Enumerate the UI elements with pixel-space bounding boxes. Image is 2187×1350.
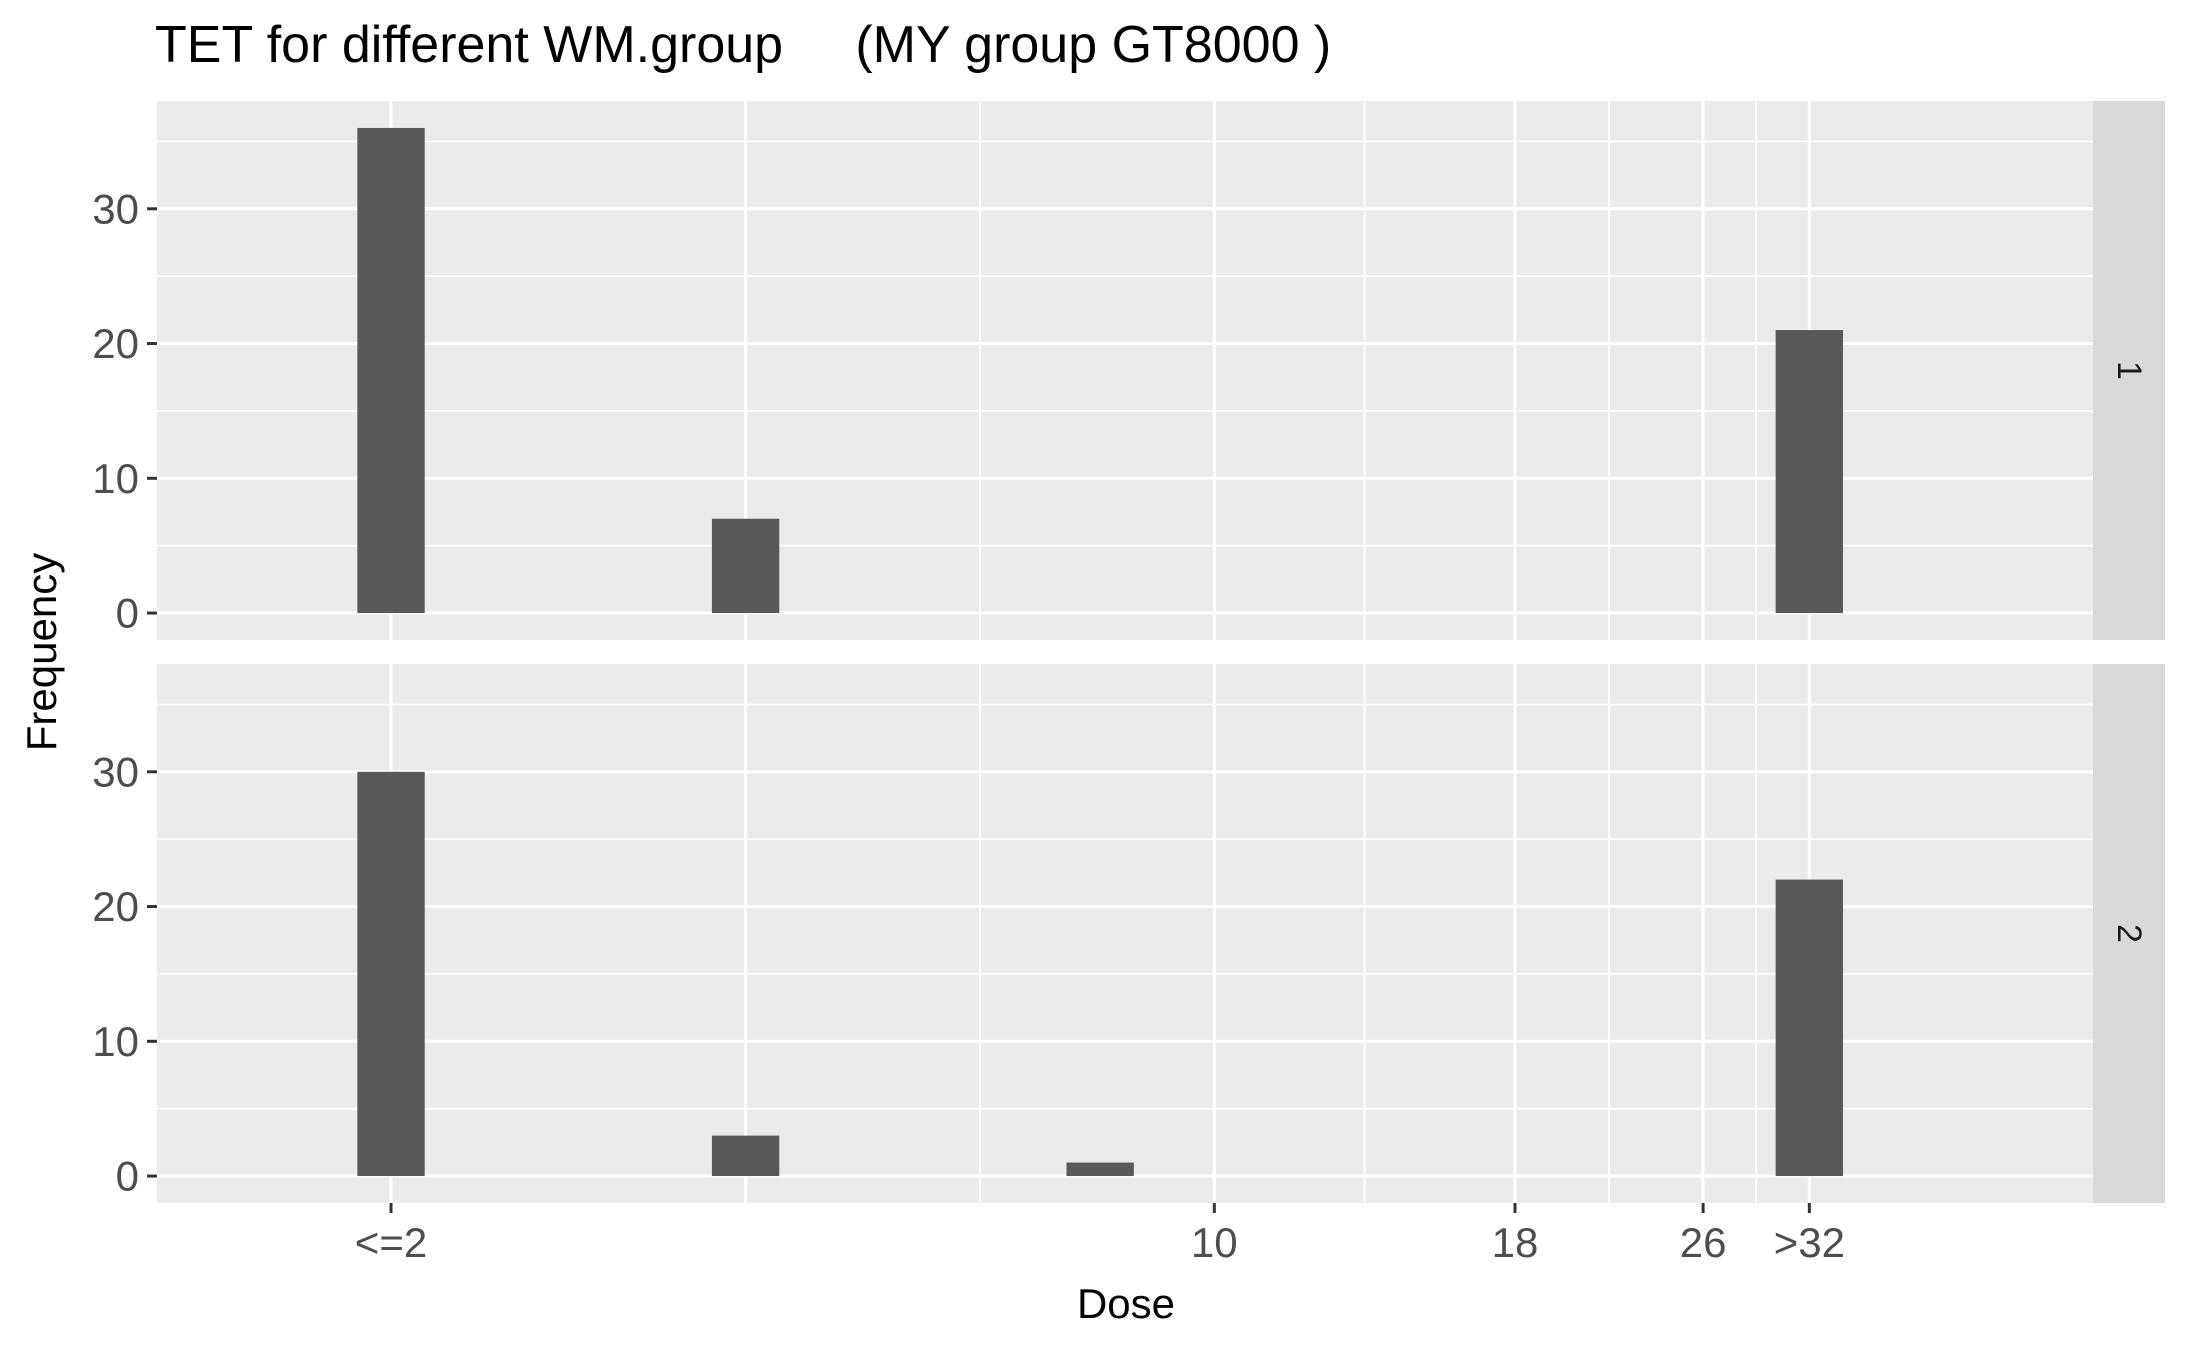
bar (1775, 330, 1844, 614)
y-tick-label: 20 (92, 883, 139, 930)
y-axis-title: Frequency (18, 553, 65, 751)
x-tick-label: 18 (1492, 1219, 1539, 1266)
facet-strip (2093, 101, 2165, 640)
y-tick-label: 30 (92, 748, 139, 795)
bar (357, 127, 425, 614)
chart-title: TET for different WM.group (MY group GT8… (155, 16, 1331, 74)
x-axis: <=2 10 18 26 >32 (355, 1203, 1845, 1266)
bar (711, 518, 780, 614)
x-tick-label: <=2 (355, 1219, 427, 1266)
y-tick-label: 0 (116, 1153, 139, 1200)
y-tick-label: 10 (92, 455, 139, 502)
facet-strip-label: 1 (2110, 361, 2148, 380)
bar (1066, 1162, 1134, 1177)
facet-strip-label: 2 (2110, 924, 2148, 943)
x-tick-label: >32 (1774, 1219, 1845, 1266)
x-tick-label: 10 (1191, 1219, 1238, 1266)
panel-background (157, 101, 2093, 640)
x-axis-title: Dose (1077, 1280, 1175, 1327)
y-tick-label: 30 (92, 185, 139, 232)
bar (357, 771, 425, 1177)
y-tick-label: 0 (116, 590, 139, 637)
facet-strip (2093, 664, 2165, 1203)
x-tick-label: 26 (1680, 1219, 1727, 1266)
bar (711, 1135, 780, 1177)
y-tick-label: 20 (92, 320, 139, 367)
y-tick-label: 10 (92, 1018, 139, 1065)
bar (1775, 879, 1844, 1177)
panel-background (157, 664, 2093, 1203)
